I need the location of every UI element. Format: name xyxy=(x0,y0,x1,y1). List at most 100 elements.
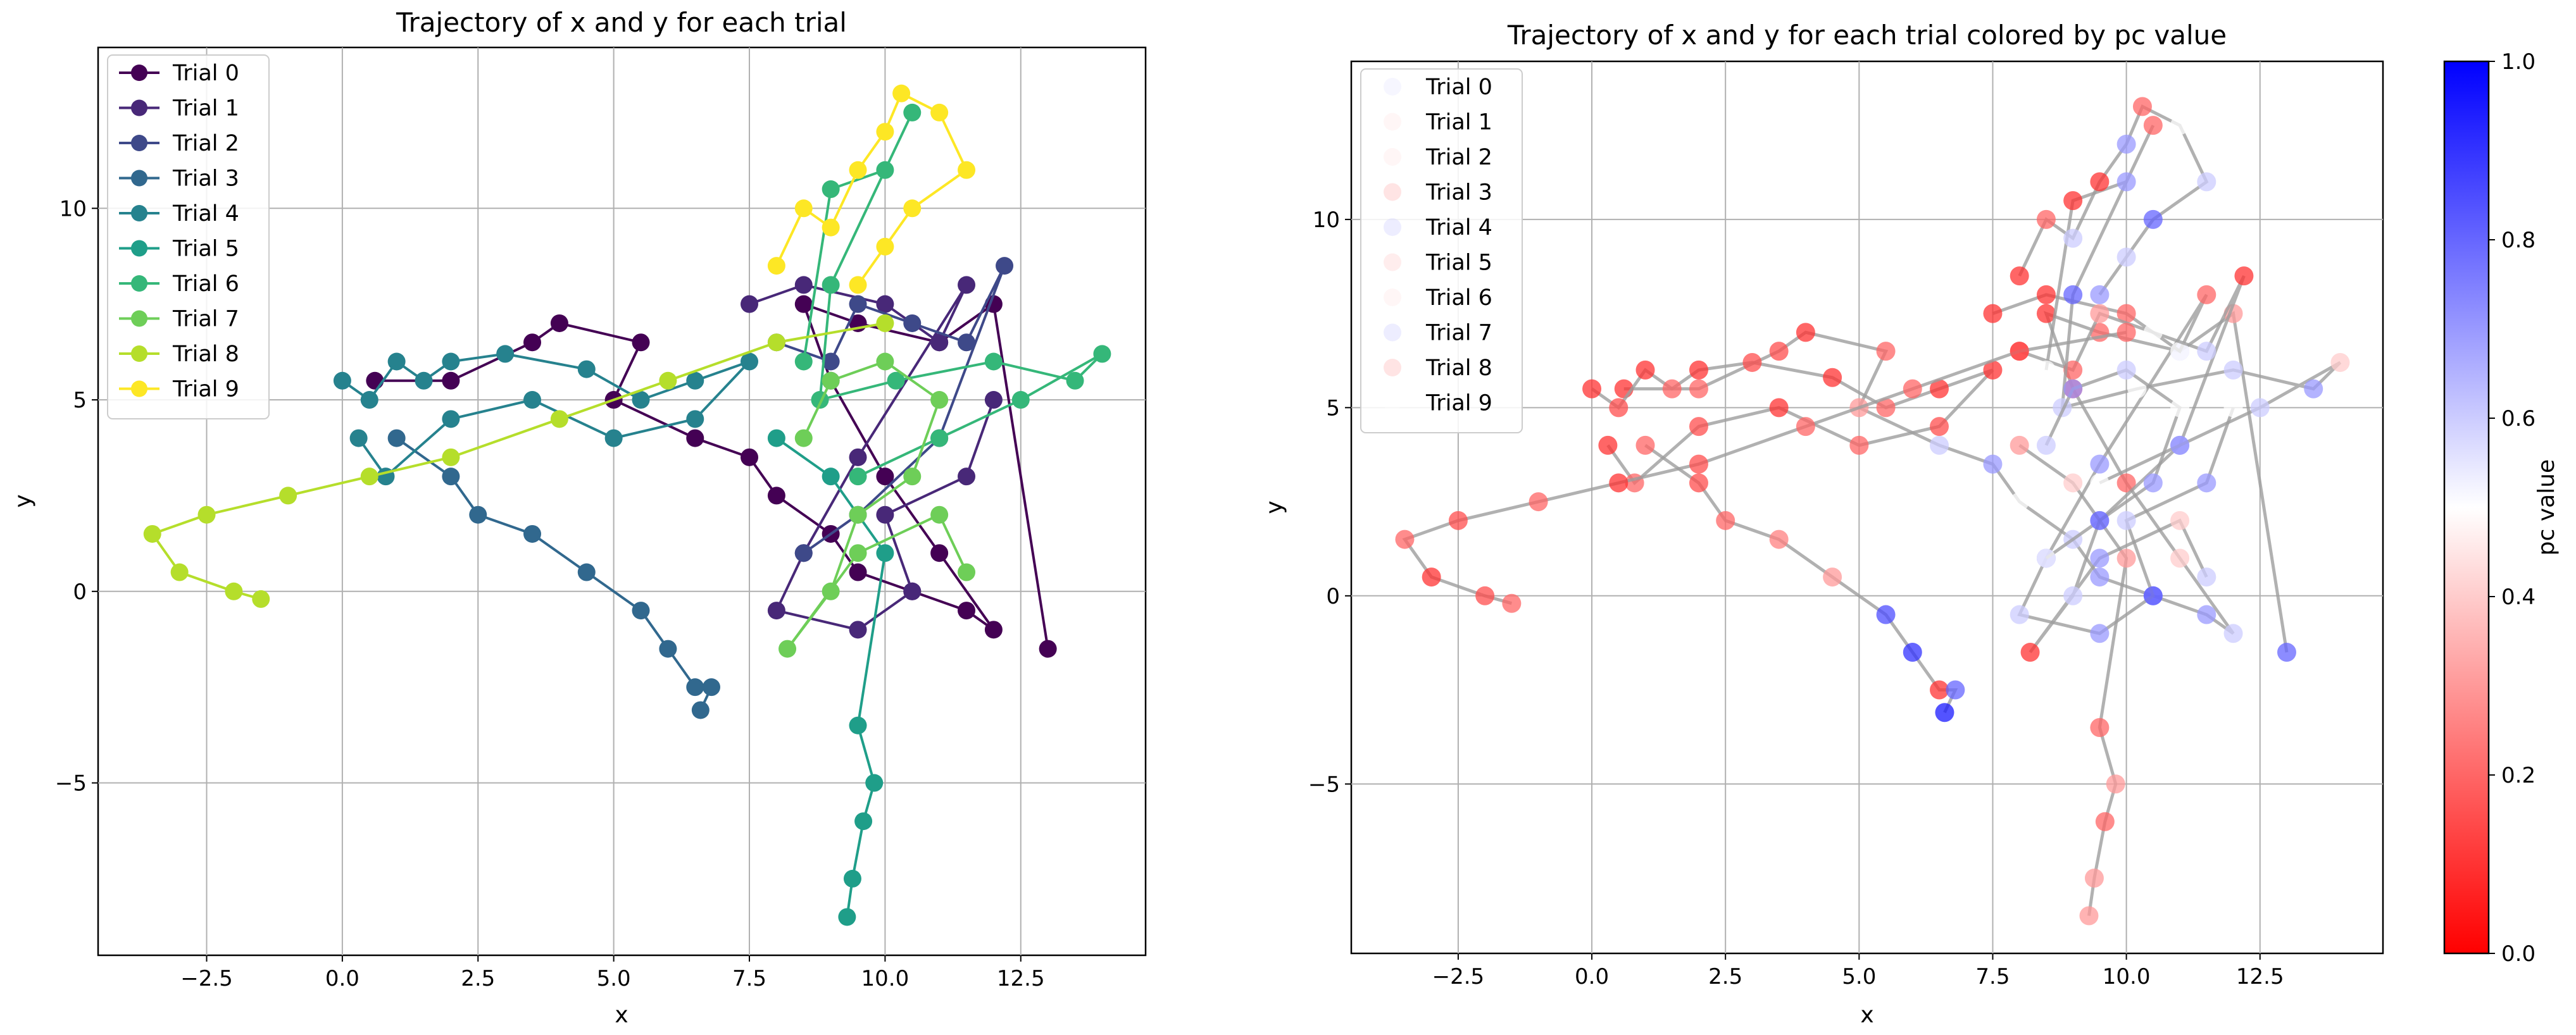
data-point xyxy=(767,429,785,447)
legend-label: Trial 1 xyxy=(172,96,239,121)
data-point xyxy=(2330,352,2350,372)
left-chart-title: Trajectory of x and y for each trial xyxy=(396,7,847,38)
right-x-ticks: −2.5 0.0 2.5 5.0 7.5 10.0 12.5 xyxy=(1432,953,2284,989)
data-point xyxy=(903,582,922,600)
data-point xyxy=(2170,548,2190,568)
data-point xyxy=(1983,304,2003,323)
data-point xyxy=(822,371,840,390)
data-point xyxy=(2090,624,2110,643)
data-point xyxy=(1529,492,1548,512)
data-point xyxy=(686,678,704,697)
data-point xyxy=(1903,643,1922,662)
data-point xyxy=(958,563,976,581)
legend-marker xyxy=(1384,148,1401,166)
data-point xyxy=(442,448,460,466)
x-tick-label: 5.0 xyxy=(597,966,631,991)
legend-label: Trial 6 xyxy=(172,271,239,297)
left-series-layer xyxy=(143,84,1111,926)
data-point xyxy=(767,602,785,620)
data-point xyxy=(2197,172,2216,192)
data-point xyxy=(838,908,856,926)
data-point xyxy=(2197,473,2216,493)
data-point xyxy=(1796,417,1815,437)
legend-label: Trial 2 xyxy=(172,131,239,156)
data-point xyxy=(2063,191,2083,211)
data-point xyxy=(876,237,894,256)
data-point xyxy=(984,621,1003,639)
data-point xyxy=(2197,342,2216,361)
data-point xyxy=(2020,643,2040,662)
data-point xyxy=(686,429,704,447)
legend-marker xyxy=(131,380,147,397)
data-point xyxy=(849,544,867,562)
legend-marker xyxy=(1384,288,1401,306)
data-point xyxy=(2143,116,2163,135)
legend-marker xyxy=(131,135,147,151)
left-x-axis-label: x xyxy=(615,1002,628,1028)
data-point xyxy=(442,410,460,428)
data-point xyxy=(903,468,922,486)
data-point xyxy=(1066,371,1084,390)
colorbar-tick-label: 0.8 xyxy=(2501,228,2535,253)
data-point xyxy=(2197,605,2216,624)
right-chart-title: Trajectory of x and y for each trial col… xyxy=(1507,20,2227,51)
data-point xyxy=(2090,473,2110,493)
data-point xyxy=(930,391,949,409)
data-point xyxy=(849,505,867,524)
data-point xyxy=(794,276,813,294)
data-point xyxy=(1609,473,1629,493)
data-point xyxy=(1395,530,1415,549)
data-point xyxy=(1011,391,1030,409)
x-tick-label: 12.5 xyxy=(997,966,1045,991)
right-grid xyxy=(1351,61,2383,953)
data-point xyxy=(686,371,704,390)
data-point xyxy=(366,371,384,390)
data-point xyxy=(523,333,542,352)
data-point xyxy=(2127,379,2147,399)
series-line-5 xyxy=(2018,443,2129,916)
left-y-ticks: −5 0 5 10 xyxy=(55,196,98,796)
legend-marker xyxy=(1384,218,1401,236)
y-tick-label: 0 xyxy=(73,579,87,605)
data-point xyxy=(2090,172,2110,192)
colorbar-tick-label: 0.4 xyxy=(2501,585,2535,610)
data-point xyxy=(2010,266,2029,286)
data-point xyxy=(1769,398,1789,418)
series-line-0 xyxy=(1623,311,2289,653)
data-point xyxy=(1823,368,1842,387)
legend-box xyxy=(1360,68,1523,433)
data-point xyxy=(849,563,867,581)
right-legend: Trial 0 Trial 1 Trial 2 Trial 3 Trial 4 Trial… xyxy=(1360,68,1523,433)
data-point xyxy=(892,84,911,102)
data-point xyxy=(1582,379,1602,399)
right-y-axis-label: y xyxy=(1261,500,1287,514)
data-point xyxy=(632,391,650,409)
data-point xyxy=(930,544,949,562)
data-point xyxy=(2063,285,2083,304)
legend-marker xyxy=(1384,183,1401,201)
data-point xyxy=(2010,492,2029,512)
data-point xyxy=(958,333,976,352)
data-point xyxy=(577,360,596,378)
data-point xyxy=(2170,398,2190,418)
data-point xyxy=(197,505,216,524)
data-point xyxy=(2170,435,2190,455)
right-chart: −2.5 0.0 2.5 5.0 7.5 10.0 12.5 −5 0 5 10 Trajecto… xyxy=(1261,20,2384,1028)
data-point xyxy=(865,774,884,792)
legend-marker xyxy=(131,240,147,257)
data-point xyxy=(2223,398,2243,418)
data-point xyxy=(2170,511,2190,530)
data-point xyxy=(2170,342,2190,361)
data-point xyxy=(849,621,867,639)
data-point xyxy=(2095,812,2115,831)
data-point xyxy=(1769,342,1789,361)
colorbar-tick-label: 0.2 xyxy=(2501,763,2535,788)
data-point xyxy=(876,161,894,179)
data-point xyxy=(794,199,813,218)
y-tick-label: 10 xyxy=(59,196,87,221)
data-point xyxy=(1502,593,1522,613)
data-point xyxy=(1946,680,1965,700)
data-point xyxy=(876,352,894,371)
data-point xyxy=(1769,530,1789,549)
data-point xyxy=(1876,342,1896,361)
